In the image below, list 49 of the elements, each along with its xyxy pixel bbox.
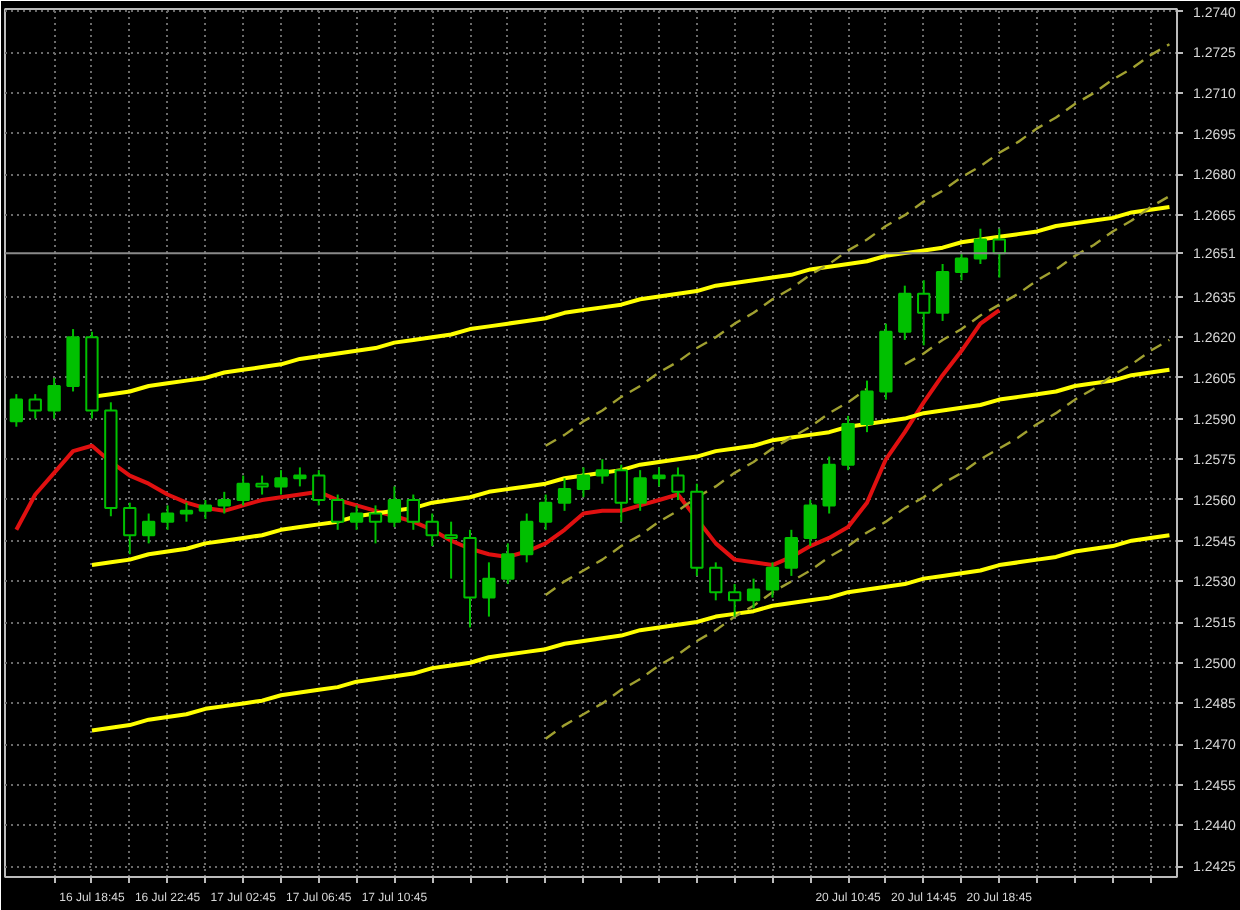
candlestick [236,474,250,507]
candlestick [123,501,137,556]
candlestick [576,466,591,499]
candlestick [47,376,61,420]
candlestick [784,528,799,577]
candlestick [898,284,912,341]
candlestick [274,469,288,496]
candlestick [160,504,175,531]
candlestick [255,474,269,496]
candlestick [387,485,402,529]
candlestick [425,512,439,548]
candlestick [746,577,761,610]
candlestick [709,561,723,602]
candlestick [482,561,496,618]
candlestick [349,504,364,531]
candlestick [954,252,969,282]
candlestick [520,512,534,564]
candlestick [727,583,742,618]
candlestick [331,493,345,531]
candlestick [595,458,610,485]
candlestick [935,262,950,322]
candlestick [198,498,213,520]
candlestick [860,379,874,434]
line-series [544,43,1171,447]
candlestick [652,466,666,488]
candlestick [368,504,383,545]
line-series [89,533,1172,733]
line-series [89,367,1172,568]
candlestick [671,466,685,501]
candlestick [841,414,855,472]
candlestick [406,493,420,531]
candlestick [822,455,836,515]
candlestick [501,542,515,586]
candlestick [633,469,647,512]
candlestick [217,490,231,515]
candlestick [765,561,780,599]
candlestick [444,520,458,580]
candlestick [538,493,553,531]
candlestick [9,393,24,428]
candlestick [293,466,307,488]
candlestick [179,501,194,523]
candlestick [141,512,156,545]
line-series [544,338,1171,740]
candlestick [557,477,572,512]
candlestick [917,279,931,347]
candlestick [614,463,628,523]
candlestick [803,498,817,548]
candlestick [28,393,42,420]
candlestick [312,469,326,507]
